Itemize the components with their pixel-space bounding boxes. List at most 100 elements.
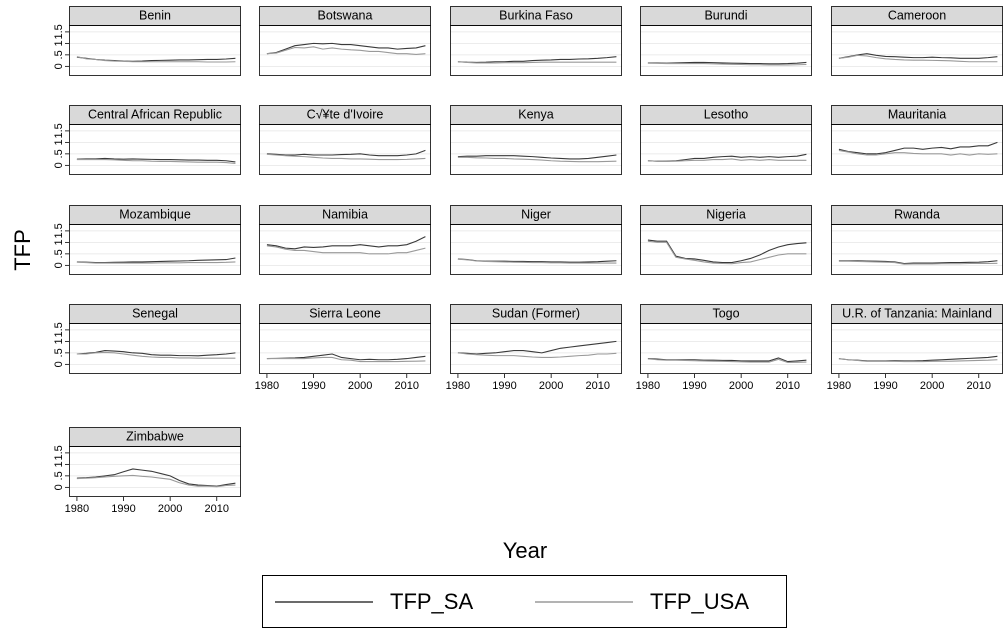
x-tick-label: 2010 bbox=[395, 380, 419, 392]
series-line bbox=[838, 53, 998, 59]
y-tick-label: .5 bbox=[53, 249, 65, 258]
series-line bbox=[647, 158, 807, 163]
series-line bbox=[76, 351, 236, 359]
series-line bbox=[457, 352, 617, 359]
panel-frame bbox=[831, 323, 1003, 374]
panel-frame bbox=[69, 25, 241, 76]
panel-title: Burundi bbox=[704, 8, 747, 22]
panel-frame bbox=[640, 323, 812, 374]
series-line bbox=[266, 356, 426, 363]
series-line bbox=[838, 149, 998, 156]
y-tick-label: .5 bbox=[53, 50, 65, 59]
y-tick-label: .5 bbox=[53, 471, 65, 480]
x-tick-label: 2010 bbox=[776, 380, 800, 392]
panel-frame bbox=[831, 124, 1003, 175]
series-line bbox=[266, 46, 426, 55]
y-tick-label: 1.5 bbox=[53, 445, 65, 460]
series-line bbox=[647, 62, 807, 66]
panel-title: Benin bbox=[139, 8, 171, 22]
panel-frame bbox=[69, 323, 241, 374]
legend-label: TFP_USA bbox=[650, 589, 749, 614]
series-line bbox=[647, 239, 807, 264]
panel-title: Cameroon bbox=[888, 8, 946, 22]
panel-title: Central African Republic bbox=[88, 107, 222, 121]
x-tick-label: 2010 bbox=[967, 380, 991, 392]
series-line bbox=[838, 358, 998, 363]
y-tick-label: 0 bbox=[53, 63, 65, 69]
series-line bbox=[838, 141, 998, 155]
series-line bbox=[76, 474, 236, 488]
series-line bbox=[266, 153, 426, 161]
x-tick-label: 1980 bbox=[827, 380, 851, 392]
series-line bbox=[266, 42, 426, 55]
panel-frame bbox=[259, 25, 431, 76]
series-line bbox=[457, 258, 617, 264]
panel-frame bbox=[450, 25, 622, 76]
y-tick-label: 1.5 bbox=[53, 123, 65, 138]
series-line bbox=[647, 240, 807, 265]
panel-title: C√¥te d'Ivoire bbox=[307, 107, 384, 121]
panel-title: Niger bbox=[521, 207, 551, 221]
x-tick-label: 2010 bbox=[205, 503, 229, 515]
y-tick-label: 1.5 bbox=[53, 322, 65, 337]
series-line bbox=[76, 159, 236, 165]
panel-frame bbox=[450, 124, 622, 175]
series-line bbox=[647, 61, 807, 65]
y-tick-label: 0 bbox=[53, 262, 65, 268]
panel-frame bbox=[640, 25, 812, 76]
panel-title: Namibia bbox=[322, 207, 368, 221]
panel-frame bbox=[259, 224, 431, 275]
series-line bbox=[457, 156, 617, 163]
panel-frame bbox=[831, 224, 1003, 275]
series-line bbox=[76, 261, 236, 264]
panel-title: Senegal bbox=[132, 306, 178, 320]
y-tick-label: 1 bbox=[53, 461, 65, 467]
panel-frame bbox=[640, 124, 812, 175]
x-axis-label: Year bbox=[503, 538, 547, 563]
y-tick-label: 0 bbox=[53, 162, 65, 168]
series-line bbox=[838, 260, 998, 265]
panel-title: Lesotho bbox=[704, 107, 749, 121]
x-tick-label: 1990 bbox=[682, 380, 706, 392]
x-tick-label: 2000 bbox=[348, 380, 372, 392]
x-tick-label: 1990 bbox=[492, 380, 516, 392]
panel-frame bbox=[259, 124, 431, 175]
x-tick-label: 2000 bbox=[729, 380, 753, 392]
series-line bbox=[457, 154, 617, 160]
y-tick-label: .5 bbox=[53, 149, 65, 158]
y-tick-label: 0 bbox=[53, 484, 65, 490]
panel-title: Kenya bbox=[518, 107, 553, 121]
series-line bbox=[457, 340, 617, 355]
panel-frame bbox=[450, 224, 622, 275]
series-line bbox=[266, 353, 426, 361]
series-line bbox=[76, 468, 236, 487]
panel-frame bbox=[69, 124, 241, 175]
x-tick-label: 1980 bbox=[446, 380, 470, 392]
series-line bbox=[647, 358, 807, 364]
y-tick-label: 1 bbox=[53, 139, 65, 145]
x-tick-label: 1990 bbox=[873, 380, 897, 392]
x-tick-label: 2000 bbox=[920, 380, 944, 392]
y-tick-label: 1 bbox=[53, 40, 65, 46]
y-tick-label: 1 bbox=[53, 239, 65, 245]
x-tick-label: 1980 bbox=[255, 380, 279, 392]
series-line bbox=[76, 157, 236, 163]
y-tick-label: 1.5 bbox=[53, 223, 65, 238]
panel-title: Zimbabwe bbox=[126, 429, 184, 443]
y-tick-label: .5 bbox=[53, 348, 65, 357]
x-tick-label: 2010 bbox=[586, 380, 610, 392]
panel-title: Nigeria bbox=[706, 207, 746, 221]
y-tick-label: 1.5 bbox=[53, 24, 65, 39]
y-tick-label: 1 bbox=[53, 338, 65, 344]
panel-title: Sierra Leone bbox=[309, 306, 381, 320]
panel-title: Burkina Faso bbox=[499, 8, 573, 22]
panel-title: U.R. of Tanzania: Mainland bbox=[842, 306, 992, 320]
series-line bbox=[838, 54, 998, 63]
panel-title: Sudan (Former) bbox=[492, 306, 580, 320]
panel-title: Rwanda bbox=[894, 207, 940, 221]
series-line bbox=[457, 56, 617, 64]
series-line bbox=[457, 61, 617, 64]
x-tick-label: 1990 bbox=[301, 380, 325, 392]
x-tick-label: 2000 bbox=[158, 503, 182, 515]
